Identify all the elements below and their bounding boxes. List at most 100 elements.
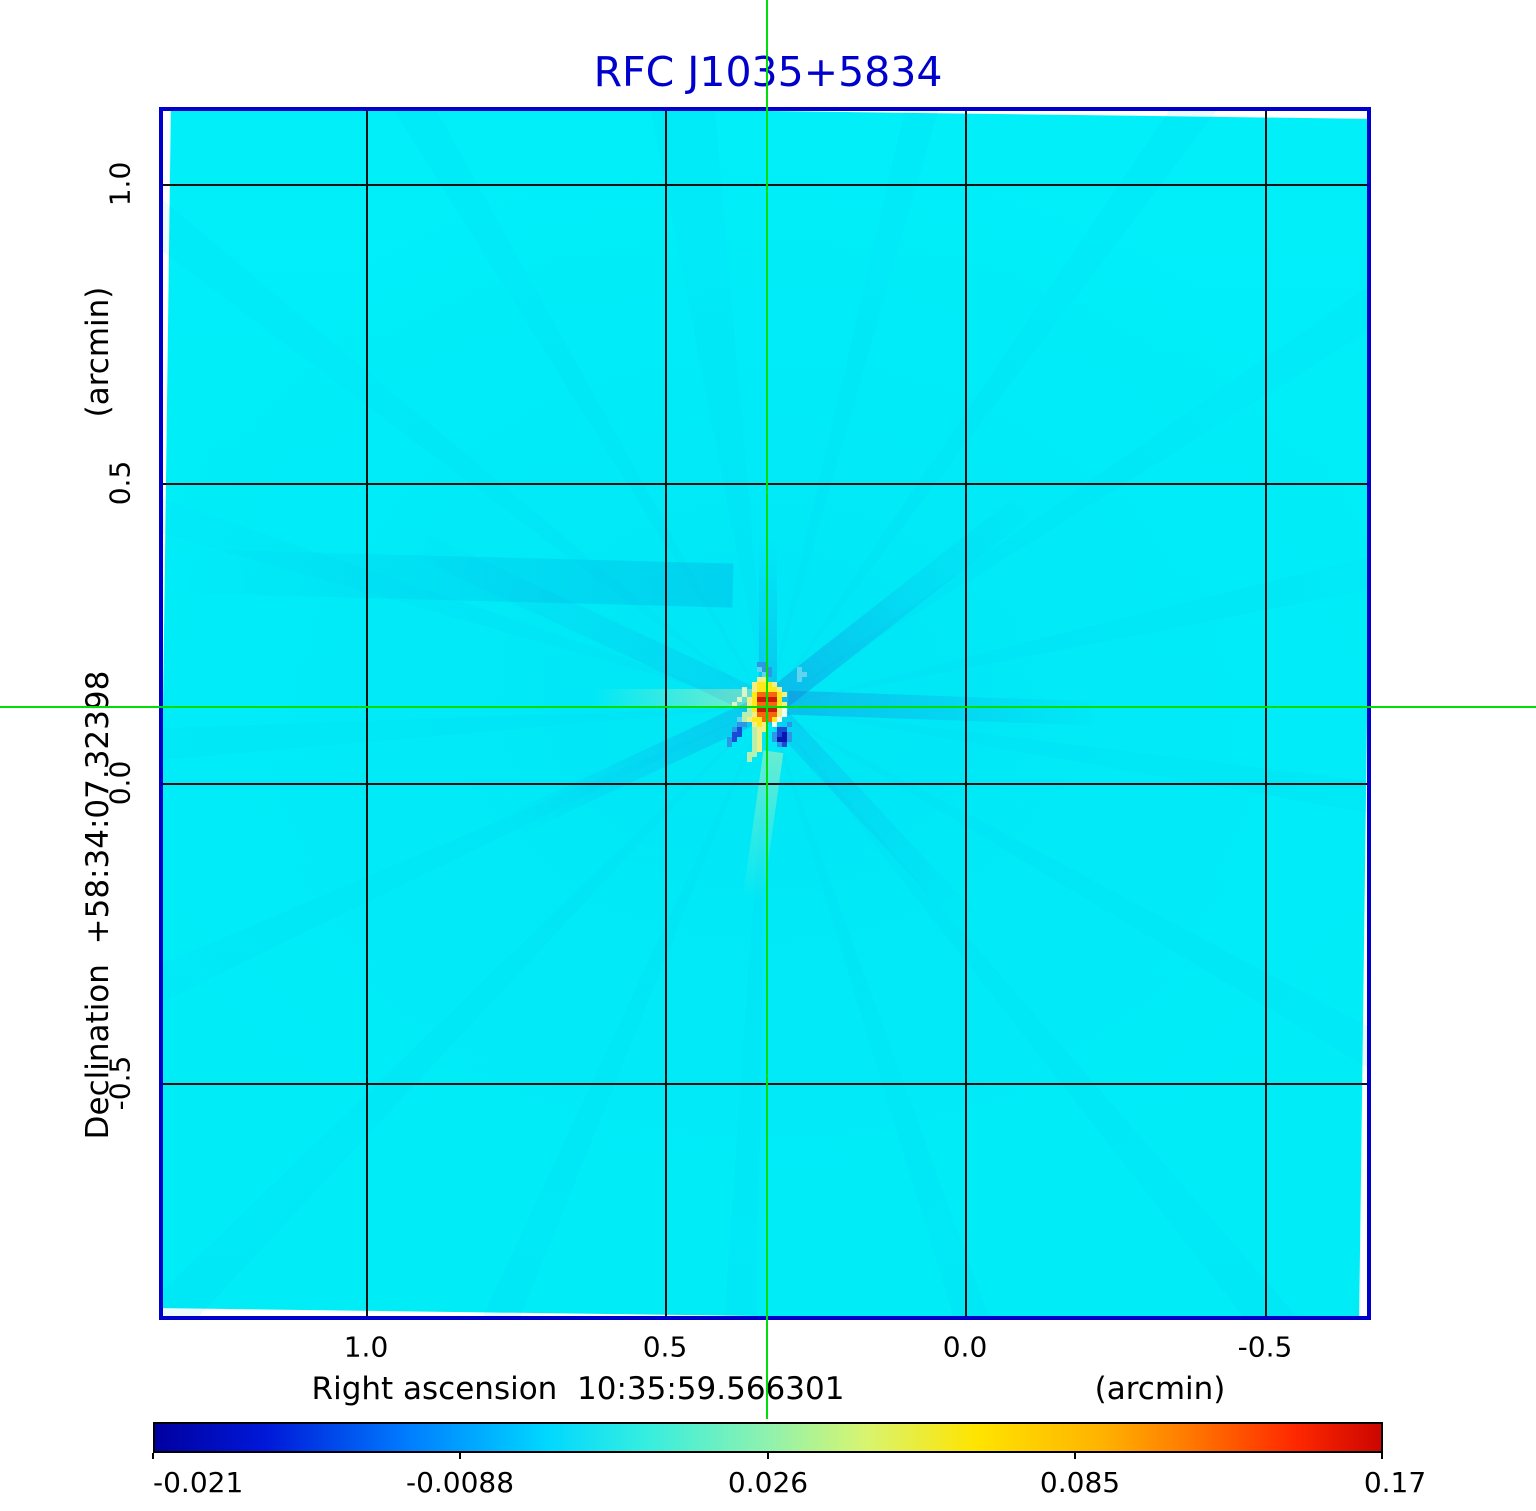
- source-pixel: [762, 682, 767, 687]
- source-pixel: [757, 702, 762, 707]
- source-pixel: [752, 722, 757, 727]
- source-pixel: [757, 667, 762, 672]
- source-pixel: [782, 742, 787, 747]
- source-pixel: [752, 747, 757, 752]
- source-pixel: [732, 702, 737, 707]
- source-pixel: [752, 717, 757, 722]
- source-pixel: [757, 742, 762, 747]
- source-pixel: [757, 682, 762, 687]
- source-pixel: [757, 707, 762, 712]
- raster-overlay: [163, 111, 1367, 1316]
- source-pixel: [747, 697, 752, 702]
- source-pixel: [772, 697, 777, 702]
- source-pixel: [747, 752, 752, 757]
- colorbar-label-2: -0.0088: [405, 1466, 515, 1499]
- colorbar-tick-5: [1381, 1453, 1383, 1459]
- grid-line-ra-0.0: [965, 111, 967, 1316]
- source-pixel: [752, 737, 757, 742]
- source-pixel: [752, 712, 757, 717]
- source-pixel: [732, 732, 737, 737]
- source-pixel: [777, 687, 782, 692]
- source-pixel: [737, 717, 742, 722]
- x-axis-label: Right ascension 10:35:59.566301: [311, 1371, 845, 1407]
- source-pixel: [762, 677, 767, 682]
- source-pixel: [767, 692, 772, 697]
- source-pixel: [727, 742, 732, 747]
- source-pixel: [762, 722, 767, 727]
- source-pixel: [797, 667, 802, 672]
- source-pixel: [762, 697, 767, 702]
- source-pixel: [747, 707, 752, 712]
- source-pixel: [737, 697, 742, 702]
- x-tick-0.0: 0.0: [942, 1330, 988, 1364]
- source-pixel: [772, 702, 777, 707]
- source-pixel: [762, 727, 767, 732]
- source-pixel: [777, 697, 782, 702]
- source-pixel: [757, 687, 762, 692]
- source-pixel: [742, 687, 747, 692]
- colorbar-tick-1: [152, 1453, 154, 1459]
- source-pixel: [777, 737, 782, 742]
- source-pixel: [732, 737, 737, 742]
- source-pixel: [767, 702, 772, 707]
- source-pixel: [742, 712, 747, 717]
- pale-streak-left: [593, 689, 773, 707]
- source-pixel: [767, 712, 772, 717]
- source-pixel: [742, 722, 747, 727]
- source-pixel: [737, 727, 742, 732]
- grid-line-ra-0.5: [665, 111, 667, 1316]
- source-pixel: [747, 702, 752, 707]
- x-tick--0.5: -0.5: [1237, 1330, 1293, 1364]
- source-pixel: [762, 717, 767, 722]
- colorbar-label-1: -0.021: [153, 1466, 244, 1499]
- crosshair-vertical-line: [766, 0, 768, 1419]
- colorbar: [153, 1422, 1383, 1453]
- source-pixel: [762, 707, 767, 712]
- crosshair-horizontal-line: [0, 706, 1536, 708]
- source-pixel: [752, 752, 757, 757]
- source-pixel: [762, 702, 767, 707]
- source-pixel: [767, 667, 772, 672]
- source-pixel: [757, 717, 762, 722]
- source-pixel: [752, 707, 757, 712]
- source-pixel: [752, 727, 757, 732]
- source-pixel: [757, 722, 762, 727]
- source-pixel: [782, 692, 787, 697]
- source-pixel: [767, 707, 772, 712]
- plot-frame: [159, 107, 1371, 1320]
- source-pixel: [747, 717, 752, 722]
- source-pixel: [777, 702, 782, 707]
- source-pixel: [757, 677, 762, 682]
- grid-line-dec-1.0: [163, 184, 1367, 186]
- grid-line-dec--0.5: [163, 1083, 1367, 1085]
- source-pixel: [802, 672, 807, 677]
- source-pixel: [797, 672, 802, 677]
- source-pixel: [747, 712, 752, 717]
- source-pixel: [727, 737, 732, 742]
- source-pixel: [772, 692, 777, 697]
- source-pixel: [747, 757, 752, 762]
- source-pixel: [787, 722, 792, 727]
- source-pixel: [757, 737, 762, 742]
- x-tick-0.5: 0.5: [642, 1330, 688, 1364]
- source-pixel: [752, 702, 757, 707]
- source-pixel: [767, 672, 772, 677]
- source-pixel: [772, 732, 777, 737]
- source-pixel: [762, 672, 767, 677]
- source-pixel: [752, 682, 757, 687]
- source-pixel: [752, 742, 757, 747]
- source-pixel: [777, 742, 782, 747]
- source-pixel: [782, 727, 787, 732]
- source-pixel: [757, 712, 762, 717]
- source-pixel: [787, 732, 792, 737]
- source-pixel: [772, 717, 777, 722]
- y-axis-label: Declination +58:34:07.32398: [80, 670, 116, 1140]
- source-pixel: [737, 732, 742, 737]
- source-pixel: [757, 692, 762, 697]
- y-tick-0.5: 0.5: [103, 460, 137, 506]
- source-pixel: [752, 692, 757, 697]
- source-pixel: [762, 712, 767, 717]
- x-tick-1.0: 1.0: [343, 1330, 389, 1364]
- source-pixel: [732, 727, 737, 732]
- source-pixel: [757, 662, 762, 667]
